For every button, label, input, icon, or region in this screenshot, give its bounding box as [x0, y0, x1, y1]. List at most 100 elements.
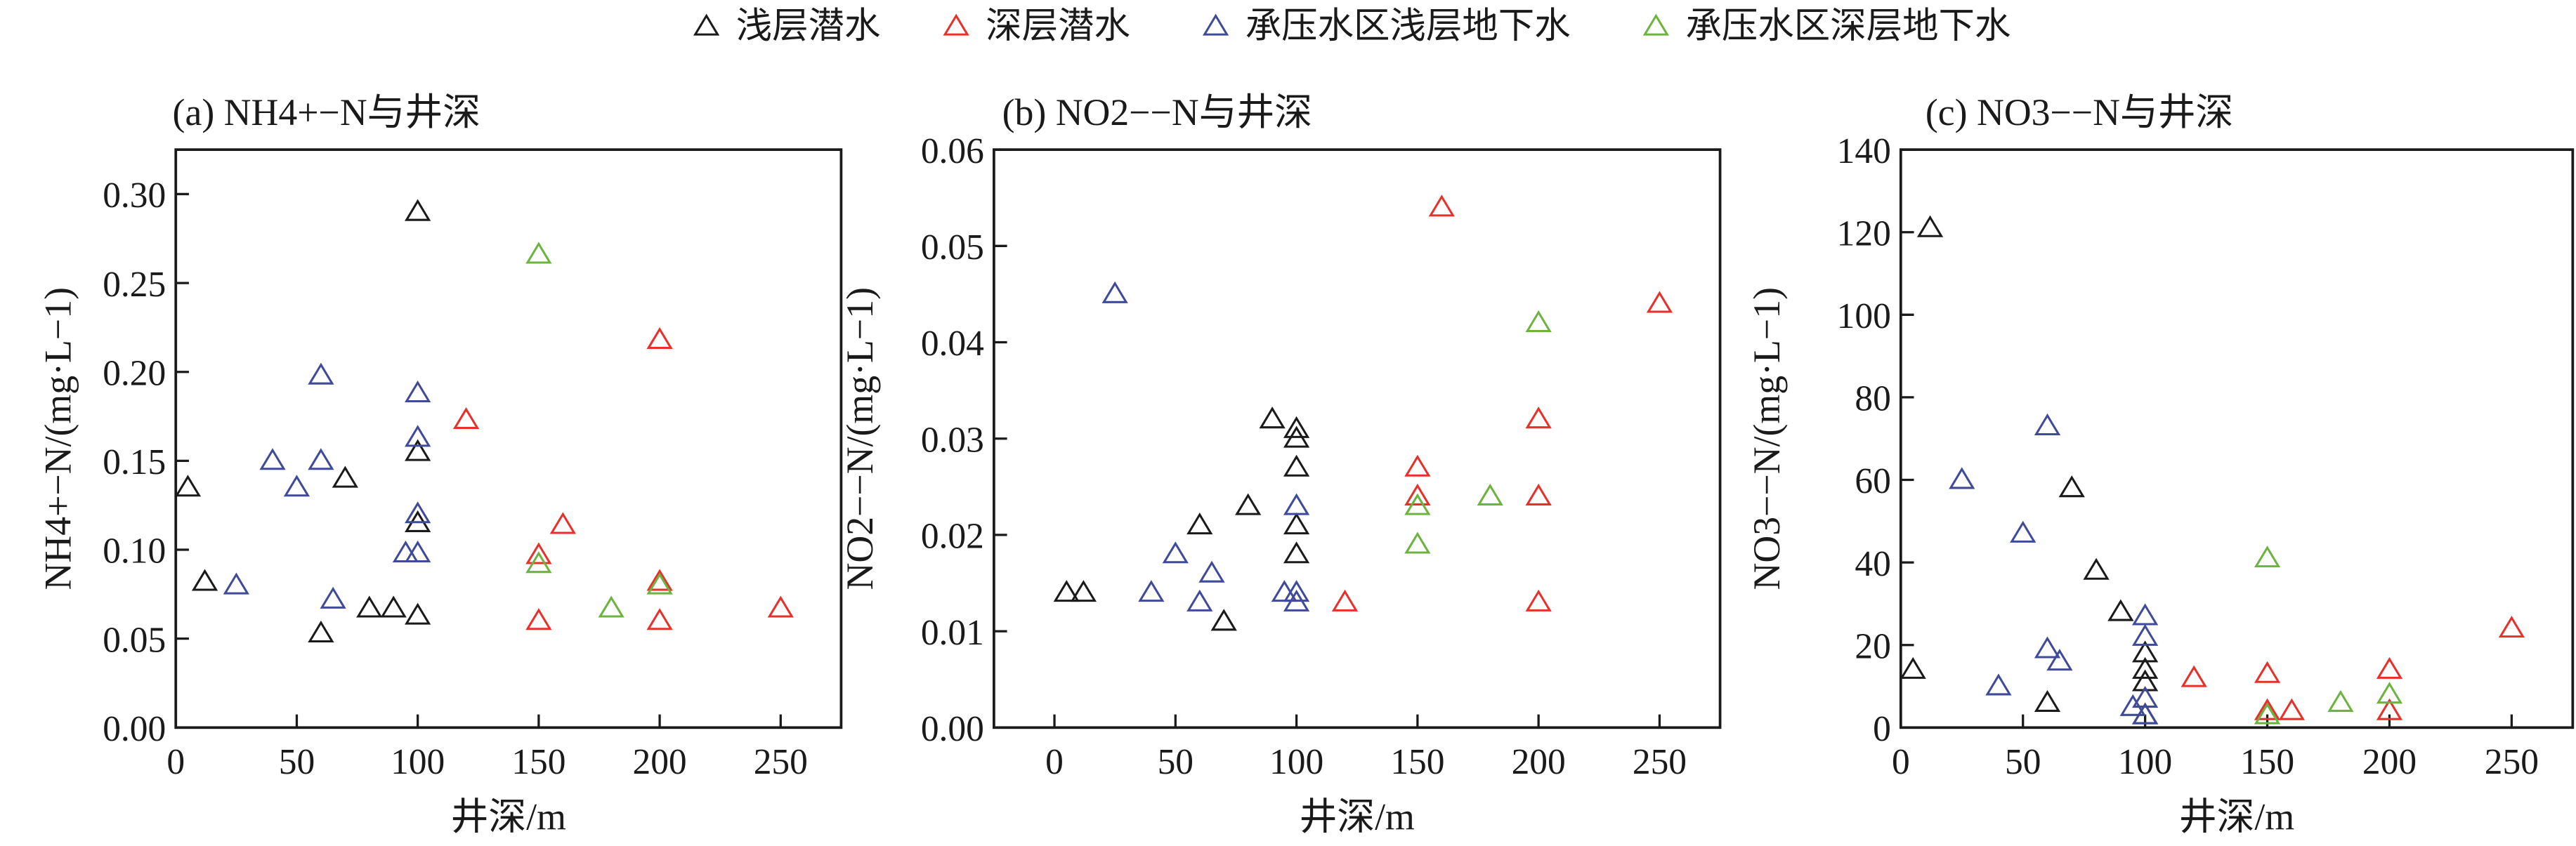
series-3 — [223, 362, 431, 609]
legend-marker-icon — [1202, 13, 1229, 36]
series-3 — [1101, 281, 1310, 612]
data-point — [1949, 467, 1975, 489]
x-tick-label: 0 — [166, 742, 185, 782]
data-point — [2376, 682, 2403, 704]
data-point — [1283, 589, 1310, 612]
data-point — [1916, 215, 1944, 237]
data-point — [191, 569, 218, 591]
data-point — [1404, 483, 1431, 505]
data-point — [405, 199, 431, 221]
data-point — [2254, 546, 2281, 568]
y-tick-label: 120 — [1837, 213, 1891, 253]
data-point — [1235, 493, 1262, 515]
data-point — [452, 407, 480, 430]
x-tick-label: 250 — [1633, 742, 1687, 782]
x-tick-label: 200 — [632, 742, 686, 782]
data-point — [1525, 589, 1552, 612]
data-point — [1053, 580, 1080, 602]
data-point — [549, 512, 576, 534]
data-point — [1646, 291, 1673, 313]
data-point — [1985, 673, 2012, 696]
data-point — [2376, 656, 2403, 679]
series-4 — [525, 242, 673, 618]
x-tick-label: 50 — [1158, 742, 1194, 782]
data-point — [2010, 520, 2036, 543]
data-point — [2131, 623, 2159, 646]
y-axis-label: NO2−−N/(mg·L−1) — [839, 287, 881, 590]
series-1 — [174, 199, 431, 642]
data-point — [283, 475, 310, 497]
series-3 — [1949, 413, 2159, 725]
legend: 浅层潜水 深层潜水 承压水区浅层地下水 承压水区深层地下水 — [693, 6, 2011, 46]
data-point — [1404, 454, 1431, 477]
data-point — [2131, 686, 2159, 708]
data-point — [2034, 689, 2061, 712]
data-point — [1198, 560, 1225, 583]
y-tick-label: 0.01 — [921, 613, 984, 653]
data-point — [2327, 689, 2354, 712]
y-tick-label: 0.06 — [921, 131, 984, 171]
data-point — [308, 362, 334, 385]
series-2 — [452, 326, 794, 630]
legend-marker-icon — [1642, 13, 1670, 36]
y-tick-label: 0.05 — [103, 620, 166, 660]
data-point — [380, 595, 407, 618]
data-point — [525, 242, 552, 264]
data-point — [405, 425, 431, 447]
x-axis-label: 井深/m — [451, 795, 566, 838]
data-point — [2254, 702, 2281, 725]
y-tick-label: 20 — [1855, 626, 1890, 666]
x-tick-label: 0 — [1892, 742, 1910, 782]
y-tick-label: 0.00 — [921, 709, 984, 749]
x-tick-label: 100 — [1269, 742, 1323, 782]
y-tick-label: 40 — [1855, 544, 1890, 584]
y-tick-label: 140 — [1837, 131, 1891, 171]
y-tick-label: 80 — [1855, 379, 1890, 419]
y-tick-label: 100 — [1837, 296, 1891, 336]
data-point — [332, 465, 358, 488]
x-tick-label: 50 — [279, 742, 315, 782]
x-tick-label: 100 — [391, 742, 445, 782]
data-point — [1210, 609, 1237, 631]
data-point — [2181, 665, 2207, 687]
data-point — [598, 595, 625, 618]
data-point — [1283, 541, 1310, 564]
data-point — [1162, 541, 1189, 564]
data-point — [1404, 493, 1431, 515]
plot-area — [1899, 148, 2575, 729]
data-point — [1525, 483, 1552, 505]
data-point — [1186, 513, 1213, 535]
data-point — [646, 326, 673, 350]
data-point — [2254, 661, 2281, 683]
data-point — [405, 501, 431, 524]
y-tick-label: 0.02 — [921, 517, 984, 557]
plot-area — [174, 148, 843, 729]
data-point — [525, 542, 552, 564]
panel-a: (a) NH4+−N与井深 0 50 100 150 200 250 0.00 0.05 0.10… — [37, 91, 843, 838]
data-point — [2131, 702, 2159, 725]
x-tick-label: 250 — [754, 742, 808, 782]
data-point — [1900, 656, 1926, 679]
panel-c: (c) NO3−−N与井深 0 50 100 150 200 250 0 20 40 60 80 100… — [1746, 91, 2575, 838]
data-point — [356, 595, 383, 618]
legend-label: 承压水区浅层地下水 — [1245, 6, 1571, 46]
data-point — [2107, 599, 2134, 621]
y-tick-label: 0.30 — [103, 176, 166, 216]
y-axis-label: NH4+−N/(mg·L−1) — [37, 287, 79, 590]
series-1 — [1053, 407, 1310, 631]
y-tick-label: 0 — [1873, 709, 1891, 749]
data-point — [2131, 669, 2159, 692]
data-point — [405, 540, 431, 563]
data-point — [646, 608, 673, 630]
data-point — [646, 569, 673, 591]
y-tick-label: 0.03 — [921, 420, 984, 460]
data-point — [1477, 483, 1503, 505]
data-point — [1525, 310, 1552, 332]
data-point — [2119, 694, 2146, 716]
legend-marker-icon — [693, 13, 720, 36]
panel-b: (b) NO2−−N与井深 0 50 100 150 200 250 0.00 0.01 0.02… — [839, 91, 1722, 838]
y-tick-label: 0.10 — [103, 531, 166, 571]
data-point — [525, 551, 552, 574]
data-point — [174, 475, 202, 497]
